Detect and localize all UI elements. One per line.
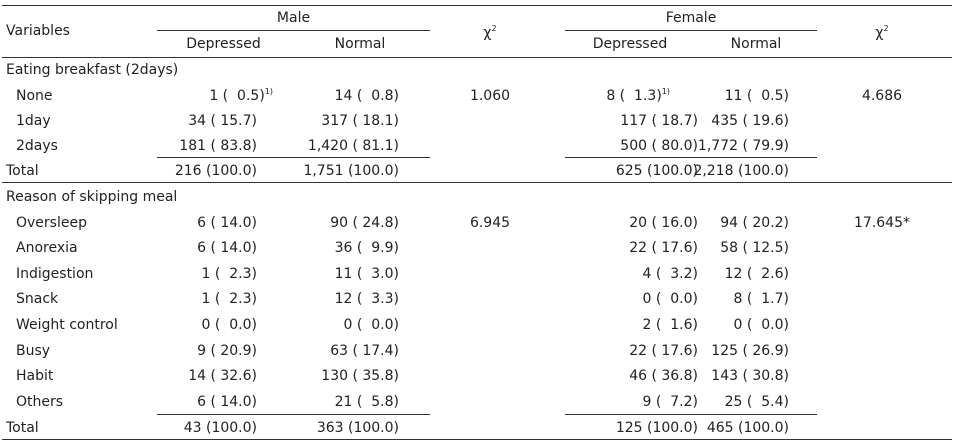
- cell-male-depressed: 181 ( 83.8): [179, 138, 257, 154]
- row-label: Indigestion: [16, 266, 94, 282]
- section1-female-total-rule: [565, 157, 817, 158]
- section2-female-total-rule: [565, 414, 817, 415]
- section1-male-total-rule: [157, 157, 430, 158]
- male-normal-header: Normal: [334, 36, 386, 52]
- variables-header: Variables: [6, 23, 70, 39]
- footnote-marker: 1): [661, 87, 670, 96]
- cell-male-normal: 0 ( 0.0): [343, 317, 399, 333]
- cell-female-normal: 8 ( 1.7): [733, 291, 789, 307]
- cell-female-normal: 58 ( 12.5): [720, 240, 789, 256]
- chi-square-value: 1.060: [469, 88, 511, 104]
- cell-male-normal: 90 ( 24.8): [330, 215, 399, 231]
- row-label: Habit: [16, 368, 54, 384]
- row-label: Weight control: [16, 317, 118, 333]
- chi-square-female-header: χ2: [875, 24, 889, 42]
- row-label: Anorexia: [16, 240, 78, 256]
- row-label-total: Total: [6, 163, 39, 179]
- cell-female-depressed: 22 ( 17.6): [629, 343, 698, 359]
- cell-male-normal: 63 ( 17.4): [330, 343, 399, 359]
- cell-male-depressed: 43 (100.0): [183, 420, 257, 436]
- chi-square-value: 4.686: [861, 88, 903, 104]
- cell-male-depressed: 1 ( 2.3): [201, 291, 257, 307]
- cell-male-normal: 11 ( 3.0): [334, 266, 399, 282]
- top-rule: [2, 5, 952, 6]
- row-label: Oversleep: [16, 215, 87, 231]
- cell-male-normal: 1,751 (100.0): [303, 163, 399, 179]
- cell-female-depressed: 0 ( 0.0): [642, 291, 698, 307]
- cell-female-depressed: 8 ( 1.3)1): [606, 87, 670, 105]
- cell-female-depressed: 20 ( 16.0): [629, 215, 698, 231]
- female-group-rule: [565, 30, 817, 31]
- female-header: Female: [665, 10, 717, 26]
- cell-female-normal: 125 ( 26.9): [711, 343, 789, 359]
- row-label: 1day: [16, 113, 51, 129]
- cell-male-normal: 363 (100.0): [316, 420, 399, 436]
- cell-male-depressed: 14 ( 32.6): [188, 368, 257, 384]
- cell-male-normal: 1,420 ( 81.1): [307, 138, 399, 154]
- cell-male-depressed: 6 ( 14.0): [197, 394, 257, 410]
- footnote-marker: 1): [264, 87, 273, 96]
- cell-female-depressed: 625 (100.0): [615, 163, 698, 179]
- cell-male-depressed: 0 ( 0.0): [201, 317, 257, 333]
- cell-male-depressed: 1 ( 2.3): [201, 266, 257, 282]
- cell-male-depressed: 34 ( 15.7): [188, 113, 257, 129]
- female-normal-header: Normal: [730, 36, 782, 52]
- cell-male-depressed: 9 ( 20.9): [197, 343, 257, 359]
- cell-female-normal: 12 ( 2.6): [724, 266, 789, 282]
- cell-female-normal: 465 (100.0): [706, 420, 789, 436]
- cell-female-normal: 11 ( 0.5): [724, 88, 789, 104]
- cell-female-normal: 94 ( 20.2): [720, 215, 789, 231]
- bottom-rule: [2, 439, 952, 440]
- cell-female-depressed: 9 ( 7.2): [642, 394, 698, 410]
- female-depressed-header: Depressed: [592, 36, 668, 52]
- cell-female-depressed: 125 (100.0): [615, 420, 698, 436]
- row-label: Snack: [16, 291, 59, 307]
- cell-female-depressed: 2 ( 1.6): [642, 317, 698, 333]
- cell-male-normal: 36 ( 9.9): [334, 240, 399, 256]
- row-label-total: Total: [6, 420, 39, 436]
- cell-female-depressed: 22 ( 17.6): [629, 240, 698, 256]
- section-title: Reason of skipping meal: [6, 189, 178, 205]
- cell-male-normal: 130 ( 35.8): [321, 368, 399, 384]
- cell-female-normal: 143 ( 30.8): [711, 368, 789, 384]
- cell-female-normal: 435 ( 19.6): [711, 113, 789, 129]
- chi-square-male-header: χ2: [483, 24, 497, 42]
- cell-female-depressed: 117 ( 18.7): [620, 113, 698, 129]
- cell-male-depressed: 6 ( 14.0): [197, 215, 257, 231]
- cell-female-depressed: 500 ( 80.0): [620, 138, 698, 154]
- row-label: None: [16, 88, 53, 104]
- cell-female-normal: 0 ( 0.0): [733, 317, 789, 333]
- male-depressed-header: Depressed: [186, 36, 261, 52]
- cell-male-normal: 317 ( 18.1): [321, 113, 399, 129]
- cell-male-normal: 21 ( 5.8): [334, 394, 399, 410]
- cell-male-normal: 12 ( 3.3): [334, 291, 399, 307]
- cell-male-normal: 14 ( 0.8): [334, 88, 399, 104]
- row-label: Busy: [16, 343, 51, 359]
- cell-male-depressed: 1 ( 0.5)1): [209, 87, 273, 105]
- row-label: 2days: [16, 138, 58, 154]
- male-header: Male: [276, 10, 311, 26]
- cell-male-depressed: 216 (100.0): [174, 163, 257, 179]
- row-label: Others: [16, 394, 64, 410]
- cell-female-normal: 25 ( 5.4): [724, 394, 789, 410]
- chi-square-value: 17.645*: [854, 215, 910, 231]
- cell-female-depressed: 46 ( 36.8): [629, 368, 698, 384]
- section-divider-rule: [2, 182, 952, 183]
- section2-male-total-rule: [157, 414, 430, 415]
- cell-female-normal: 1,772 ( 79.9): [697, 138, 789, 154]
- cell-male-depressed: 6 ( 14.0): [197, 240, 257, 256]
- male-group-rule: [157, 30, 430, 31]
- header-bottom-rule: [2, 57, 952, 58]
- cell-female-normal: 2,218 (100.0): [693, 163, 789, 179]
- cell-female-depressed: 4 ( 3.2): [642, 266, 698, 282]
- chi-square-value: 6.945: [469, 215, 511, 231]
- section-title: Eating breakfast (2days): [6, 62, 179, 78]
